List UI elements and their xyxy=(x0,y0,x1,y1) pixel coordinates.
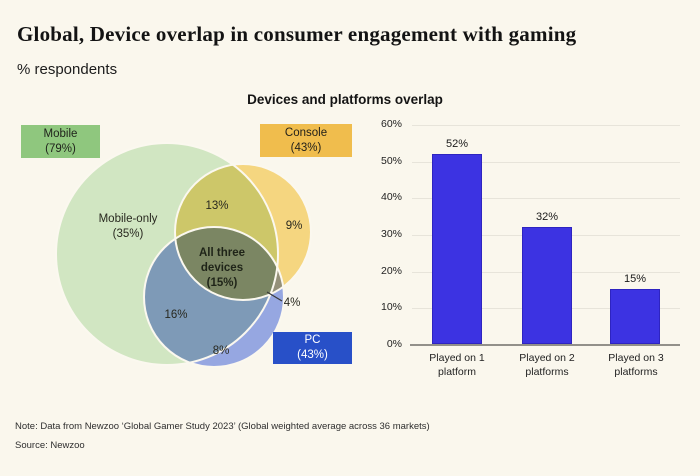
venn-label-console-only: 9% xyxy=(285,220,303,232)
connector-line-4pct xyxy=(266,291,283,302)
bar-played-on-2-platforms xyxy=(522,227,572,344)
bar-column-3: 15% xyxy=(610,125,660,344)
y-axis-tick-20: 20% xyxy=(380,264,402,277)
note-text: Note: Data from Newzoo ‘Global Gamer Stu… xyxy=(15,421,430,432)
mobile-legend-label: Mobile xyxy=(43,127,78,140)
gridline-50 xyxy=(412,161,680,163)
y-axis-tick-30: 30% xyxy=(380,228,402,240)
mobile-only-line1: Mobile-only xyxy=(98,213,158,225)
all-three-line3: (15%) xyxy=(206,277,238,289)
chart-title: Devices and platforms overlap xyxy=(247,92,443,107)
y-axis-tick-60: 60% xyxy=(380,118,402,130)
gridline-40 xyxy=(412,198,680,200)
y-axis-tick-40: 40% xyxy=(380,191,402,204)
pc-legend-label: PC xyxy=(304,334,321,346)
x-label-1-line1: Played on 1 xyxy=(429,352,485,364)
venn-label-mobile-console: 13% xyxy=(205,200,229,212)
console-legend-box: Console (43%) xyxy=(260,124,352,157)
bar-column-1: 52% xyxy=(432,125,482,344)
source-text: Source: Newzoo xyxy=(15,440,85,451)
pc-legend-box: PC (43%) xyxy=(273,332,352,364)
bar-chart-plot-area: 52% 32% 15% xyxy=(410,125,680,346)
pc-circle xyxy=(144,227,284,367)
pc-legend-value: (43%) xyxy=(297,349,328,361)
page-subtitle: % respondents xyxy=(17,61,118,78)
gridline-60 xyxy=(412,125,680,126)
mobile-only-line2: (35%) xyxy=(112,227,144,240)
y-axis-tick-0: 0% xyxy=(386,338,402,350)
x-axis-label-1: Played on 1 platform xyxy=(402,351,512,379)
venn-label-pc-only: 8% xyxy=(212,345,230,357)
venn-circle-outlines xyxy=(55,142,312,368)
x-label-3-line1: Played on 3 xyxy=(608,352,664,364)
x-axis-line xyxy=(410,344,680,346)
bar-played-on-1-platform xyxy=(432,154,482,344)
console-legend-value: (43%) xyxy=(290,141,322,154)
bar-value-label-3: 15% xyxy=(623,273,647,286)
x-label-3-line2: platforms xyxy=(614,366,658,378)
x-label-1-line2: platform xyxy=(438,366,476,378)
bar-value-label-1: 52% xyxy=(445,138,469,151)
venn-label-console-pc: 4% xyxy=(283,297,301,309)
all-three-line1: All three xyxy=(198,247,246,259)
all-three-line2: devices xyxy=(200,262,244,274)
x-axis-label-3: Played on 3 platforms xyxy=(581,351,691,379)
mobile-legend-box: Mobile (79%) xyxy=(21,125,100,158)
bar-value-label-2: 32% xyxy=(535,211,559,224)
console-legend-label: Console xyxy=(284,126,328,139)
page-title: Global, Device overlap in consumer engag… xyxy=(17,22,577,46)
x-label-2-line1: Played on 2 xyxy=(519,352,575,364)
x-axis-label-2: Played on 2 platforms xyxy=(492,351,602,379)
bar-played-on-3-platforms xyxy=(610,289,660,344)
x-label-2-line2: platforms xyxy=(525,366,569,378)
venn-label-mobile-only: Mobile-only (35%) xyxy=(99,212,158,241)
venn-label-mobile-pc: 16% xyxy=(164,309,188,321)
y-axis-tick-10: 10% xyxy=(380,301,402,314)
venn-label-all-three: All three devices (15%) xyxy=(199,246,245,291)
y-axis-tick-50: 50% xyxy=(380,154,402,167)
mobile-legend-value: (79%) xyxy=(45,142,76,155)
bar-column-2: 32% xyxy=(522,125,572,344)
